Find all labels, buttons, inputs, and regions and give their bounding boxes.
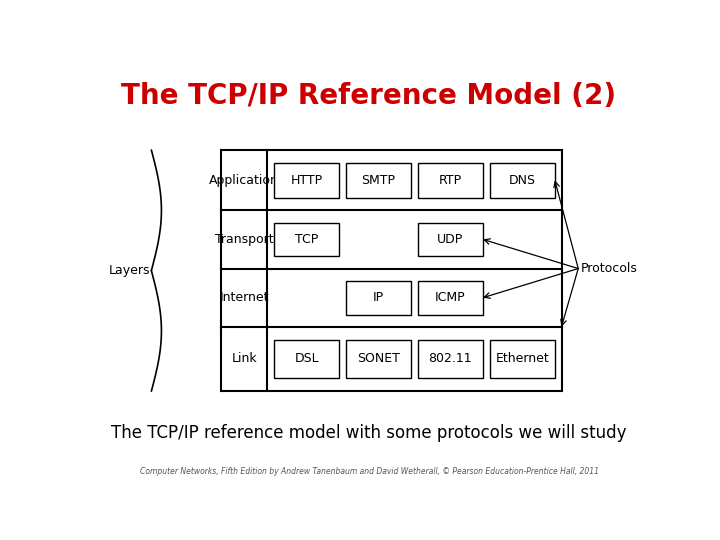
Text: Protocols: Protocols [581, 262, 638, 275]
Bar [418, 163, 483, 198]
Text: Layers: Layers [108, 264, 150, 277]
Text: Link: Link [231, 353, 257, 366]
Text: TCP: TCP [295, 233, 318, 246]
Text: IP: IP [373, 291, 384, 304]
Text: RTP: RTP [438, 174, 462, 187]
Bar [346, 163, 411, 198]
Text: The TCP/IP reference model with some protocols we will study: The TCP/IP reference model with some pro… [112, 424, 626, 442]
Text: Internet: Internet [220, 291, 269, 304]
Bar [274, 163, 339, 198]
Bar [418, 222, 483, 256]
Text: Application: Application [210, 174, 279, 187]
Text: UDP: UDP [437, 233, 464, 246]
Bar [346, 340, 411, 377]
Bar [418, 281, 483, 314]
Bar [418, 340, 483, 377]
Bar [274, 222, 339, 256]
Text: HTTP: HTTP [291, 174, 323, 187]
Bar [346, 281, 411, 314]
Text: SMTP: SMTP [361, 174, 395, 187]
Bar [274, 340, 339, 377]
Text: ICMP: ICMP [435, 291, 466, 304]
Text: DSL: DSL [294, 353, 319, 366]
Text: 802.11: 802.11 [428, 353, 472, 366]
Bar [490, 340, 555, 377]
Bar [221, 150, 562, 391]
Text: DNS: DNS [509, 174, 536, 187]
Bar [490, 163, 555, 198]
Text: SONET: SONET [357, 353, 400, 366]
Text: Computer Networks, Fifth Edition by Andrew Tanenbaum and David Wetherall, © Pear: Computer Networks, Fifth Edition by Andr… [140, 467, 598, 476]
Text: Ethernet: Ethernet [495, 353, 549, 366]
Text: The TCP/IP Reference Model (2): The TCP/IP Reference Model (2) [122, 82, 616, 110]
Text: Transport: Transport [215, 233, 274, 246]
